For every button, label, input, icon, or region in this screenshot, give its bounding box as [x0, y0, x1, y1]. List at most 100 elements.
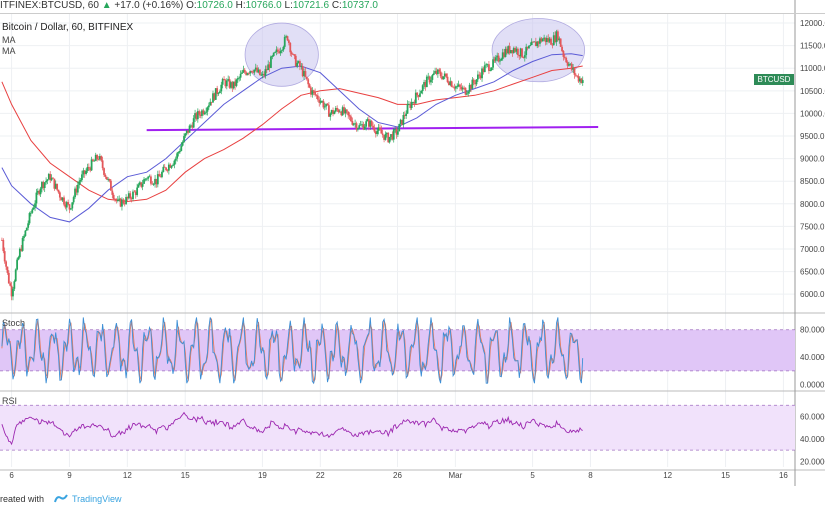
candle-body: [267, 64, 270, 71]
candle-body: [163, 166, 166, 168]
candle-body: [63, 197, 65, 205]
candle-body: [529, 45, 532, 46]
candle-body: [89, 168, 92, 171]
candle-body: [303, 71, 305, 77]
candle-body: [162, 166, 165, 172]
candle-body: [390, 134, 392, 137]
candle-body: [166, 170, 169, 171]
close-value: 10737.0: [341, 0, 378, 11]
candle-body: [111, 190, 114, 195]
candle-body: [511, 50, 514, 53]
candle-body: [105, 176, 108, 180]
candle-body: [70, 208, 72, 210]
candle-body: [497, 55, 500, 62]
candle-body: [449, 81, 452, 86]
candle-body: [494, 57, 497, 61]
candle-body: [98, 156, 101, 160]
candle-body: [329, 113, 332, 117]
candle-body: [561, 46, 563, 52]
candle-body: [405, 113, 408, 116]
candle-body: [512, 48, 515, 53]
candle-body: [108, 179, 111, 181]
candle-body: [178, 150, 181, 153]
candle-body: [565, 57, 568, 63]
candle-body: [481, 68, 483, 79]
candle-body: [12, 288, 14, 297]
high-value: 10766.0: [245, 0, 282, 11]
candle-body: [191, 125, 194, 128]
low-value: 10721.6: [292, 0, 330, 11]
candle-body: [71, 202, 74, 209]
candle-body: [86, 166, 89, 171]
tradingview-logo-icon[interactable]: [54, 494, 68, 503]
candle-body: [104, 174, 107, 177]
candle-body: [435, 70, 438, 75]
legend-ma-2[interactable]: MA: [2, 46, 16, 56]
candle-body: [485, 64, 488, 66]
candle-body: [155, 178, 158, 185]
candle-body: [410, 102, 413, 108]
candle-body: [539, 38, 541, 44]
candle-body: [194, 113, 196, 119]
footer: reated with TradingView: [0, 491, 825, 510]
candle-body: [31, 209, 34, 213]
footer-brand[interactable]: TradingView: [72, 494, 122, 504]
candle-body: [32, 207, 35, 210]
candle-body: [43, 182, 46, 189]
candle-body: [486, 64, 489, 66]
candle-body: [554, 35, 557, 43]
candle-body: [184, 133, 187, 137]
stoch-label[interactable]: Stoch: [2, 318, 26, 328]
time-tick-label: 12: [123, 471, 132, 480]
candle-body: [508, 46, 511, 54]
candle-body: [213, 93, 216, 100]
candle-body: [470, 84, 472, 89]
candle-body: [351, 121, 354, 125]
time-tick-label: 22: [316, 471, 325, 480]
candle-body: [492, 59, 494, 68]
candle-body: [41, 182, 43, 189]
candle-body: [170, 165, 173, 168]
candle-body: [536, 41, 539, 47]
candle-body: [525, 46, 528, 56]
candle-body: [67, 202, 70, 205]
candles[interactable]: [1, 29, 584, 301]
candle-body: [45, 180, 47, 183]
candle-body: [377, 127, 380, 131]
legend-ma-1[interactable]: MA: [2, 35, 16, 45]
candle-body: [533, 41, 536, 43]
candle-body: [225, 80, 228, 87]
candle-body: [103, 168, 105, 175]
candle-body: [299, 61, 301, 67]
candle-body: [256, 67, 259, 73]
candle-body: [278, 51, 281, 54]
legend-title: Bitcoin / Dollar, 60, BITFINEX: [2, 22, 134, 33]
candle-body: [35, 192, 38, 204]
candle-body: [289, 42, 292, 53]
candle-body: [238, 77, 241, 79]
candle-body: [274, 51, 276, 53]
candle-body: [452, 86, 454, 88]
candle-body: [530, 41, 533, 46]
candle-body: [412, 101, 414, 103]
candle-body: [177, 152, 180, 154]
candle-body: [217, 93, 220, 94]
candle-body: [545, 38, 548, 42]
candle-body: [448, 82, 450, 86]
candle-body: [127, 193, 130, 199]
candle-body: [239, 73, 242, 78]
candle-body: [340, 111, 343, 116]
candle-body: [383, 135, 385, 140]
candle-body: [297, 61, 300, 63]
candle-body: [350, 116, 352, 122]
candle-body: [427, 76, 430, 78]
candle-body: [205, 111, 208, 113]
candle-body: [137, 184, 140, 188]
rsi-label[interactable]: RSI: [2, 396, 18, 406]
candle-body: [579, 78, 581, 82]
candle-body: [366, 119, 369, 122]
candle-body: [576, 75, 579, 77]
candle-body: [337, 109, 340, 113]
candle-body: [231, 82, 234, 89]
candle-body: [540, 38, 543, 42]
